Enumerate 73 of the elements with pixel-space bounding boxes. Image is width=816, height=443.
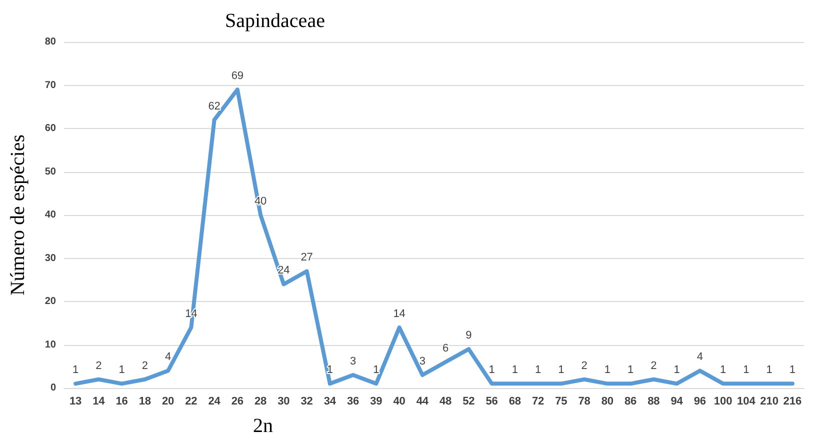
data-label: 1 [118,364,125,376]
y-tick-label: 70 [44,80,56,91]
x-tick-label: 32 [300,396,313,408]
data-label: 1 [720,364,726,376]
line-series [74,88,794,386]
data-label: 4 [165,351,172,364]
data-label: 1 [628,364,634,376]
data-label: 2 [96,360,102,372]
x-tick-label: 96 [694,396,706,408]
x-tick-label: 86 [624,396,637,408]
x-tick-label: 88 [648,396,660,408]
data-label: 6 [442,342,449,355]
y-tick-label: 0 [50,382,56,394]
x-tick-label: 100 [714,396,732,408]
data-label: 1 [72,364,79,376]
data-label: 1 [488,364,495,376]
data-label: 62 [208,100,220,112]
data-label: 14 [393,308,406,320]
chart-title: Sapindaceae [225,10,326,32]
data-label: 1 [604,364,610,376]
y-tick-label: 60 [44,123,56,134]
data-label: 3 [350,356,356,368]
x-tick-label: 210 [760,396,778,408]
data-label: 1 [512,364,518,376]
x-tick-label: 36 [346,396,360,408]
x-tick-label: 30 [278,396,290,408]
x-tick-label: 56 [486,396,498,408]
data-label: 2 [581,360,588,372]
data-label: 1 [535,364,542,376]
x-tick-label: 104 [737,396,756,408]
x-tick-label: 68 [508,396,522,408]
data-label: 2 [650,360,657,372]
y-tick-label: 20 [44,296,56,307]
x-tick-label: 39 [370,396,382,408]
x-tick-label: 72 [532,396,544,408]
data-label: 1 [766,364,772,376]
data-label: 4 [696,351,703,364]
y-tick-label: 10 [44,339,56,350]
data-label: 1 [373,364,380,376]
x-tick-label: 28 [254,396,267,408]
y-tick-label: 50 [44,166,56,178]
x-tick-label: 18 [138,396,152,408]
x-tick-label: 52 [462,396,475,408]
data-label: 3 [419,356,426,368]
x-tick-label: 16 [116,396,128,408]
x-axis-title: 2n [253,415,273,437]
x-tick-label: 78 [578,396,590,408]
x-tick-label: 80 [601,396,614,408]
x-tick-label: 26 [231,396,244,408]
data-label: 1 [743,364,750,376]
x-tick-label: 216 [783,396,802,408]
x-tick-label: 14 [92,396,106,408]
data-label: 2 [142,360,148,372]
data-label: 1 [558,364,564,376]
x-tick-label: 94 [670,396,684,408]
x-tick-label: 24 [208,396,222,408]
y-tick-label: 80 [44,36,56,48]
x-tick-label: 34 [324,396,337,408]
data-label: 1 [674,364,680,376]
x-tick-label: 20 [162,396,174,408]
x-tick-label: 13 [69,396,82,408]
x-tick-label: 40 [393,396,406,408]
x-tick-label: 75 [555,396,568,408]
y-tick-label: 40 [44,210,56,220]
x-tick-label: 48 [439,396,452,408]
data-label: 69 [231,70,244,82]
y-axis-title: Número de espécies [7,134,29,296]
x-tick-label: 22 [185,396,198,408]
data-label: 9 [466,330,472,342]
y-tick-label: 30 [44,252,56,264]
data-label: 27 [300,252,313,264]
data-label: 1 [789,364,796,376]
x-tick-label: 44 [416,396,430,408]
